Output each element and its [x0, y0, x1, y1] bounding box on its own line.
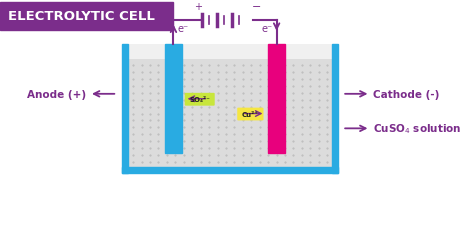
Text: CuSO$_4$ solution: CuSO$_4$ solution: [373, 122, 462, 136]
Text: Cu²⁺: Cu²⁺: [242, 111, 259, 117]
Bar: [122, 45, 128, 173]
Bar: [128, 60, 332, 167]
Text: Cathode (-): Cathode (-): [373, 89, 439, 99]
FancyBboxPatch shape: [185, 94, 215, 106]
Bar: [165, 45, 182, 153]
Bar: [268, 45, 285, 153]
Text: ELECTROLYTIC CELL: ELECTROLYTIC CELL: [8, 10, 155, 23]
FancyBboxPatch shape: [237, 108, 264, 121]
Text: SO₄²⁻: SO₄²⁻: [189, 96, 210, 102]
Text: −: −: [252, 2, 262, 12]
Text: e⁻: e⁻: [262, 24, 273, 34]
Bar: [332, 45, 337, 173]
Text: e⁻: e⁻: [177, 24, 188, 34]
Bar: [122, 167, 337, 173]
Bar: [128, 45, 332, 60]
Text: +: +: [194, 2, 202, 12]
Text: Anode (+): Anode (+): [27, 89, 86, 99]
Bar: [0, 3, 173, 31]
